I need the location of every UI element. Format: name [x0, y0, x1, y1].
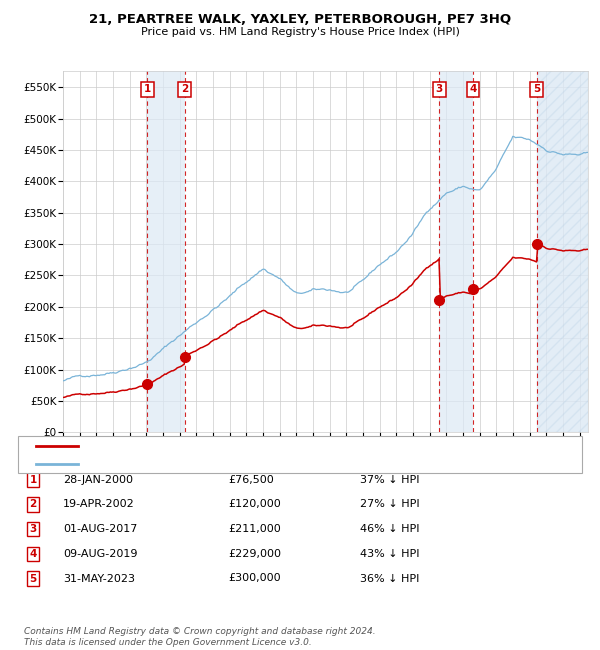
Text: 01-AUG-2017: 01-AUG-2017	[63, 524, 137, 534]
Text: Contains HM Land Registry data © Crown copyright and database right 2024.
This d: Contains HM Land Registry data © Crown c…	[24, 627, 376, 647]
Bar	[536, 72, 588, 432]
Text: 36% ↓ HPI: 36% ↓ HPI	[360, 573, 419, 584]
Text: 28-JAN-2000: 28-JAN-2000	[63, 474, 133, 485]
Text: £229,000: £229,000	[228, 549, 281, 559]
Text: £120,000: £120,000	[228, 499, 281, 510]
Text: 21, PEARTREE WALK, YAXLEY, PETERBOROUGH, PE7 3HQ: 21, PEARTREE WALK, YAXLEY, PETERBOROUGH,…	[89, 13, 511, 26]
Text: 2: 2	[181, 84, 188, 94]
Text: 3: 3	[29, 524, 37, 534]
Text: 21, PEARTREE WALK, YAXLEY, PETERBOROUGH, PE7 3HQ (detached house): 21, PEARTREE WALK, YAXLEY, PETERBOROUGH,…	[84, 441, 474, 451]
Text: 31-MAY-2023: 31-MAY-2023	[63, 573, 135, 584]
Text: 2: 2	[29, 499, 37, 510]
Text: 5: 5	[533, 84, 540, 94]
Bar	[148, 72, 185, 432]
Text: £300,000: £300,000	[228, 573, 281, 584]
Text: 19-APR-2002: 19-APR-2002	[63, 499, 135, 510]
Text: 09-AUG-2019: 09-AUG-2019	[63, 549, 137, 559]
Text: £76,500: £76,500	[228, 474, 274, 485]
Text: £211,000: £211,000	[228, 524, 281, 534]
Bar	[536, 72, 588, 432]
Text: Price paid vs. HM Land Registry's House Price Index (HPI): Price paid vs. HM Land Registry's House …	[140, 27, 460, 37]
Text: 5: 5	[29, 573, 37, 584]
Text: 1: 1	[29, 474, 37, 485]
Text: 46% ↓ HPI: 46% ↓ HPI	[360, 524, 419, 534]
Text: 4: 4	[29, 549, 37, 559]
Text: 27% ↓ HPI: 27% ↓ HPI	[360, 499, 419, 510]
Text: 3: 3	[436, 84, 443, 94]
Text: 37% ↓ HPI: 37% ↓ HPI	[360, 474, 419, 485]
Text: HPI: Average price, detached house, Huntingdonshire: HPI: Average price, detached house, Hunt…	[84, 459, 364, 469]
Bar	[439, 72, 473, 432]
Text: 43% ↓ HPI: 43% ↓ HPI	[360, 549, 419, 559]
Text: 4: 4	[469, 84, 476, 94]
Text: 1: 1	[144, 84, 151, 94]
